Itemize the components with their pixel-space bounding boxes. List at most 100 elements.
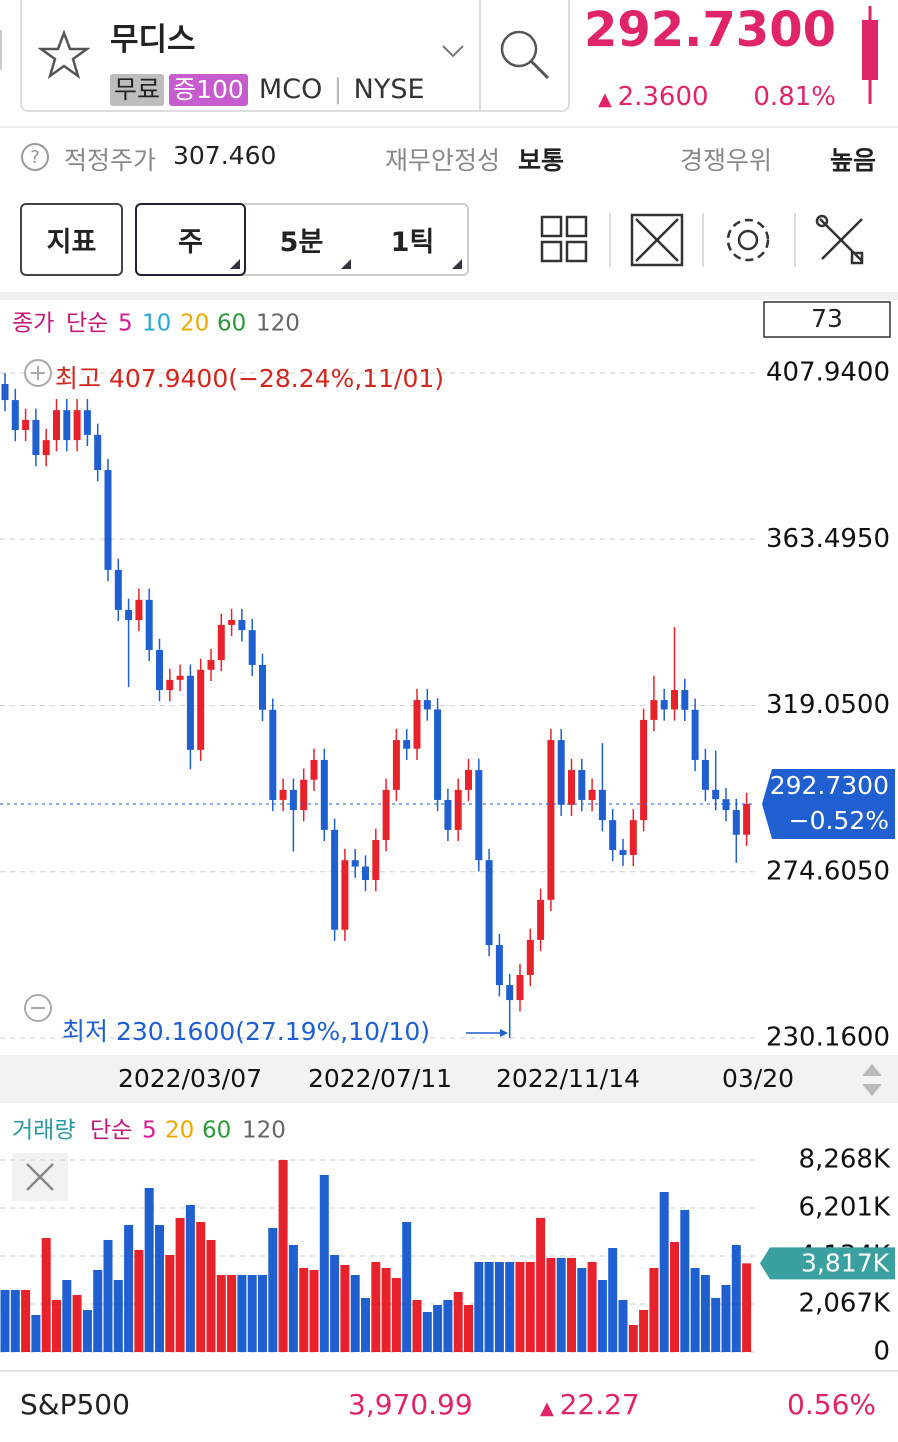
index-change-pct: 0.56% — [787, 1388, 876, 1421]
volume-bar — [340, 1264, 350, 1352]
candle-body — [526, 939, 534, 976]
ticker: MCO — [258, 74, 323, 105]
candle-body — [145, 599, 153, 650]
date-bar — [0, 1055, 898, 1103]
separator — [0, 292, 898, 300]
candle-body — [104, 470, 112, 570]
candle-body — [413, 700, 421, 749]
candle-body — [53, 410, 60, 441]
legend-entry: 20 — [180, 311, 209, 337]
current-volume: 3,817K — [801, 1248, 890, 1277]
legend-entry: 120 — [242, 1118, 286, 1144]
change-pct: 0.81% — [753, 82, 836, 112]
candle-body — [557, 740, 565, 805]
volume-bar — [41, 1237, 51, 1352]
volume-chart: 거래량단순520601208,268K6,201K4,134K2,067K03,… — [0, 1118, 895, 1367]
period-button[interactable]: 주 — [135, 203, 246, 276]
divider — [479, 0, 481, 110]
candle-body — [269, 709, 277, 800]
candle-body — [434, 709, 442, 800]
svg-text:?: ? — [30, 147, 40, 168]
candle-body — [547, 740, 555, 900]
candle-body — [588, 789, 596, 800]
volume-bar — [422, 1311, 432, 1352]
volume-bar — [567, 1257, 576, 1352]
tag: 무료 — [110, 74, 165, 106]
period-button[interactable]: 5분 — [279, 227, 324, 258]
volume-bar — [196, 1221, 206, 1352]
candle-body — [125, 609, 133, 621]
volume-bar — [319, 1174, 329, 1352]
dropdown[interactable] — [440, 42, 466, 62]
settings-icon[interactable] — [726, 218, 770, 262]
candle-body — [537, 899, 545, 940]
y-tick-label: 8,268K — [799, 1145, 891, 1175]
volume-bar — [330, 1254, 340, 1352]
price: 292.7300 — [583, 2, 836, 58]
legend-entry: 60 — [217, 311, 246, 337]
layout-icon[interactable] — [540, 215, 588, 263]
candle-body — [382, 789, 390, 840]
y-tick-label: 230.1600 — [766, 1023, 890, 1053]
indicator-button[interactable]: 지표 — [20, 203, 123, 276]
volume-bar — [350, 1274, 360, 1352]
legend-series: 거래량 — [12, 1118, 75, 1144]
candle-body — [341, 860, 349, 930]
zoom-in[interactable] — [24, 359, 52, 387]
scroll-arrows — [862, 1064, 882, 1076]
candle-body — [485, 860, 493, 946]
volume-bar — [731, 1244, 741, 1352]
volume-bar — [443, 1299, 453, 1352]
candle-body — [1, 383, 9, 401]
edge — [0, 30, 8, 70]
y-tick-label: 363.4950 — [766, 524, 890, 554]
search[interactable] — [496, 26, 552, 82]
volume-bar — [587, 1261, 597, 1352]
candle-body — [671, 689, 678, 710]
candle-body — [331, 829, 339, 930]
zoom-out[interactable] — [24, 994, 52, 1022]
current-price: 292.7300 — [770, 771, 889, 800]
y-tick-label: 6,201K — [799, 1193, 891, 1223]
candle-body — [568, 770, 575, 805]
candle-body — [454, 789, 462, 830]
period-button[interactable]: 1틱 — [390, 227, 435, 258]
candle-body — [743, 803, 751, 835]
volume-bar — [299, 1267, 309, 1352]
candle-body — [362, 866, 369, 880]
candle-body — [310, 759, 318, 780]
help-icon[interactable]: ? — [20, 142, 50, 172]
volume-bar — [453, 1291, 463, 1352]
candle-body — [619, 850, 627, 855]
candle-body — [691, 709, 699, 760]
footer — [0, 1370, 898, 1442]
volume-bar — [597, 1279, 607, 1352]
candle-body — [701, 759, 709, 790]
current-tag — [762, 768, 895, 839]
candle-body — [228, 620, 236, 625]
candle-body — [495, 945, 503, 986]
candle-body — [423, 700, 431, 710]
x-tick-label: 2022/07/11 — [308, 1064, 452, 1093]
volume-bar — [700, 1274, 710, 1352]
volume-bar — [433, 1304, 443, 1352]
legend-entry: 5 — [142, 1118, 157, 1144]
volume-bar — [721, 1284, 731, 1352]
candle-body — [135, 599, 143, 621]
volume-bar — [52, 1299, 61, 1352]
tools-icon[interactable] — [815, 214, 864, 265]
volume-bar — [546, 1257, 556, 1352]
volume-bar — [505, 1261, 515, 1352]
low-arrow — [500, 1029, 508, 1037]
volume-bar — [247, 1274, 257, 1352]
expand-icon[interactable] — [630, 213, 684, 267]
volume-bar — [680, 1209, 690, 1352]
volume-bar — [711, 1297, 721, 1352]
favorite-star[interactable] — [38, 30, 90, 80]
volume-bar — [690, 1267, 700, 1352]
volume-bar — [525, 1261, 535, 1352]
exchange: NYSE — [353, 74, 425, 105]
volume-bar — [474, 1261, 484, 1352]
corner-marks — [230, 259, 462, 269]
volume-bar — [402, 1221, 412, 1352]
